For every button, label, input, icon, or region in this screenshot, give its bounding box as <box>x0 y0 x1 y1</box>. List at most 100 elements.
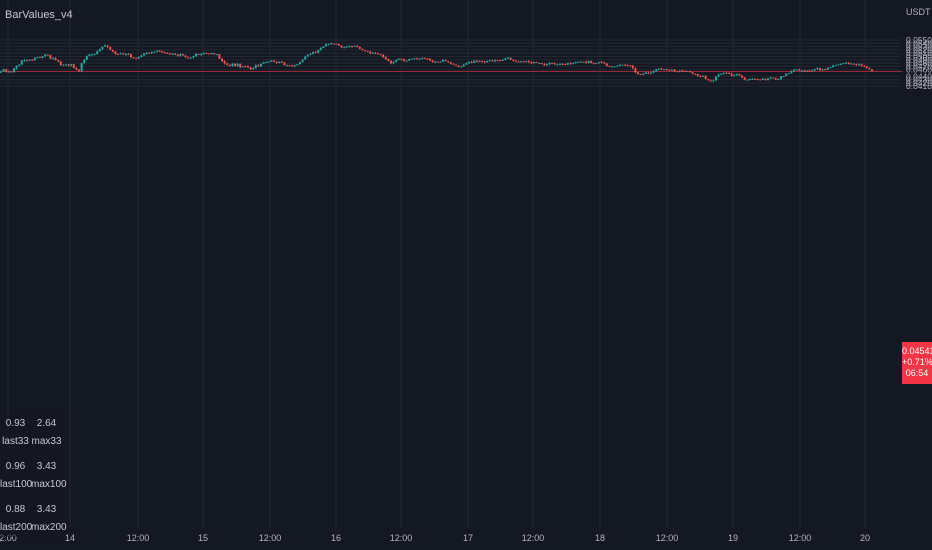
candle-body <box>868 68 871 70</box>
candle-body <box>273 60 275 62</box>
candle-body <box>694 73 697 75</box>
candle-body <box>231 63 234 67</box>
candle-body <box>806 70 808 72</box>
price-change-percent: +0.71% <box>902 357 932 367</box>
time-axis[interactable]: 2:00 14 12:00 15 12:00 16 12:00 17 12:00 18 12:00 1… <box>0 533 870 543</box>
candle-body <box>312 51 314 54</box>
candle-body <box>504 58 507 60</box>
candle-body <box>335 43 338 45</box>
candle-body <box>228 64 231 67</box>
candle-body <box>683 70 686 72</box>
candle-body <box>205 53 208 55</box>
candle-body <box>803 70 806 72</box>
candle-body <box>569 63 572 65</box>
candle-body <box>161 51 164 53</box>
candle-body <box>559 63 561 65</box>
candle-body <box>816 68 819 70</box>
candle-body <box>634 68 637 73</box>
candle-body <box>426 58 429 60</box>
stat-label: last200 <box>0 522 33 533</box>
candle-body <box>696 74 699 76</box>
candle-body <box>395 59 398 62</box>
candle-body <box>275 61 278 64</box>
candle-body <box>280 61 283 63</box>
candle-body <box>400 58 403 60</box>
candle-body <box>374 52 377 54</box>
candle-body <box>707 78 710 81</box>
candle-body <box>174 53 177 55</box>
candle-body <box>309 53 312 55</box>
candle-body <box>379 54 382 56</box>
candle-body <box>85 56 88 60</box>
candle-body <box>249 67 252 70</box>
candle-body <box>153 51 156 53</box>
candle-body <box>712 80 715 82</box>
candle-body <box>847 62 850 64</box>
stats-value-row: 0.88 3.43 <box>0 501 62 519</box>
candle-body <box>421 58 424 60</box>
time-tick-label: 14 <box>65 533 75 543</box>
candle-body <box>746 79 749 81</box>
candle-body <box>208 53 210 55</box>
candle-body <box>702 75 704 77</box>
candle-body <box>798 69 801 71</box>
candle-body <box>642 73 645 75</box>
candle-body <box>769 77 772 79</box>
last-price-value: 0.04541 <box>902 346 932 356</box>
candle-body <box>410 58 413 60</box>
candle-body <box>629 65 632 67</box>
candle-body <box>470 61 473 63</box>
candle-body <box>278 61 281 64</box>
candle-body <box>28 59 31 61</box>
candle-body <box>122 53 125 55</box>
candle-body <box>655 69 658 72</box>
candle-body <box>858 64 860 66</box>
stat-value: 3.43 <box>36 461 57 472</box>
candle-body <box>704 75 707 79</box>
candle-body <box>434 61 437 63</box>
indicator-title[interactable]: BarValues_v4 <box>5 9 73 21</box>
candle-body <box>478 61 481 63</box>
stat-label: max100 <box>31 479 67 490</box>
candle-body <box>104 45 106 47</box>
candle-body <box>590 61 593 64</box>
candle-body <box>800 70 803 72</box>
candle-body <box>751 78 754 80</box>
candle-body <box>787 73 790 75</box>
stat-value: 0.88 <box>5 504 26 515</box>
candle-body <box>777 79 780 81</box>
price-axis[interactable]: 0.055000.054000.053000.052000.051000.050… <box>906 35 932 91</box>
candle-body <box>626 65 629 67</box>
candle-body <box>561 63 564 65</box>
candle-body <box>533 62 535 64</box>
candle-body <box>686 71 689 73</box>
candle-body <box>106 45 109 48</box>
candle-body <box>340 45 343 48</box>
candle-body <box>387 59 390 62</box>
candle-body <box>709 80 712 82</box>
candle-body <box>663 69 665 71</box>
candle-body <box>117 53 119 55</box>
time-tick-label: 15 <box>198 533 208 543</box>
candle-body <box>530 62 533 64</box>
time-tick-label: 12:00 <box>522 533 545 543</box>
candle-body <box>553 63 556 65</box>
candle-body <box>579 61 582 63</box>
candle-body <box>416 58 418 60</box>
candle-body <box>808 70 811 72</box>
candle-body <box>795 69 798 71</box>
time-tick-label: 12:00 <box>789 533 812 543</box>
stat-value: 0.93 <box>5 418 26 429</box>
candle-body <box>291 65 294 67</box>
candle-body <box>143 53 145 56</box>
candle-body <box>109 47 112 50</box>
candle-body <box>247 66 249 68</box>
time-tick-label: 12:00 <box>390 533 413 543</box>
candle-body <box>135 58 138 60</box>
candle-body <box>114 51 117 54</box>
candle-body <box>473 60 476 63</box>
